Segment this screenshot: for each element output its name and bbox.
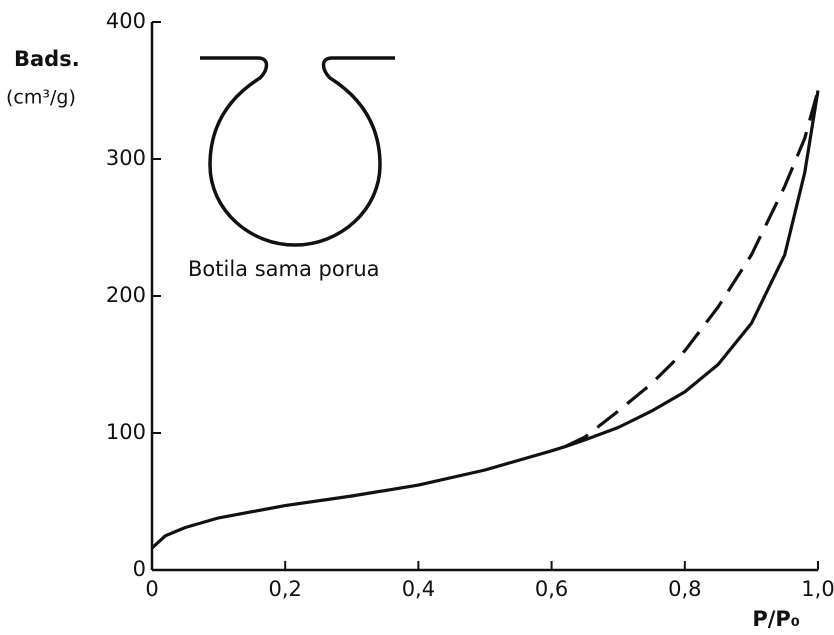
y-axis-label: Bads.	[14, 47, 80, 71]
y-tick-label: 200	[106, 283, 146, 307]
annotation: Botila sama porua	[188, 257, 380, 281]
x-tick-label: 0,2	[268, 577, 301, 601]
bottle-pore-sketch	[200, 56, 395, 247]
y-tick-label: 400	[106, 9, 146, 33]
line-series	[564, 90, 820, 449]
x-tick-label: 0,6	[535, 577, 568, 601]
x-axis-label: P/P₀	[752, 607, 800, 631]
y-axis-units: (cm³/g)	[6, 87, 76, 109]
line-series	[150, 90, 820, 550]
x-tick-label: 0,8	[668, 577, 701, 601]
y-tick-label: 300	[106, 146, 146, 170]
x-tick-label: 0	[145, 577, 158, 601]
x-tick-label: 0,4	[402, 577, 435, 601]
y-tick-label: 100	[106, 420, 146, 444]
y-tick-label: 0	[133, 557, 146, 581]
x-tick-label: 1,0	[801, 577, 834, 601]
